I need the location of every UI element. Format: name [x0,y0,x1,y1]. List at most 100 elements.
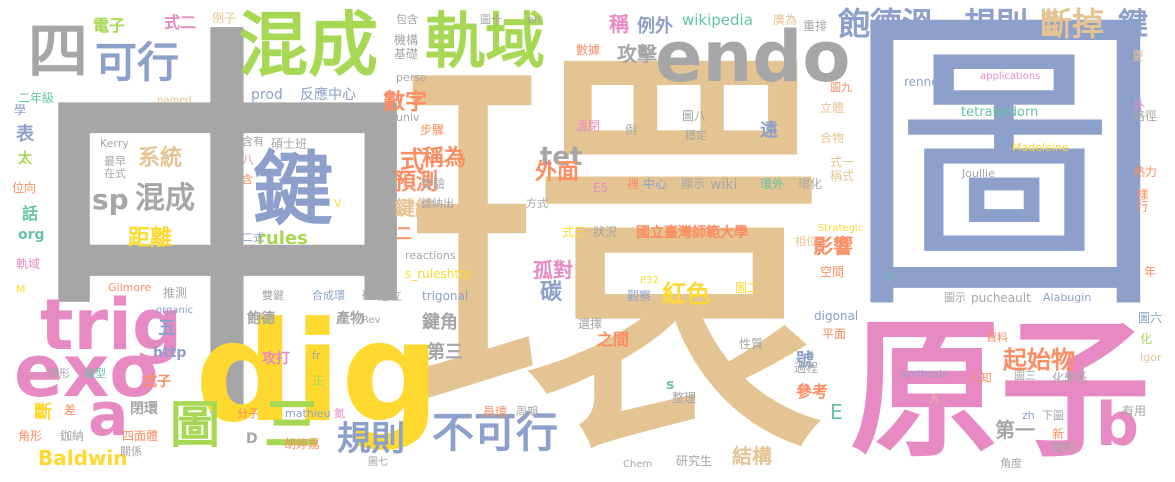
cloud-word: s [666,377,675,393]
cloud-word: 二 [396,224,413,243]
cloud-word: 攻擊 [617,42,657,66]
cloud-word: org [18,227,45,243]
cloud-word: 平面 [822,327,847,341]
cloud-word: 混成 [135,181,195,216]
cloud-word: 例子 [212,11,237,25]
cloud-word: 表 [16,124,34,145]
cloud-word: 三 [264,393,320,458]
cloud-word: 資料 [986,331,1008,344]
cloud-word: 胡婷嘉 [284,437,321,451]
cloud-word: 溫閉 [576,119,601,133]
cloud-word: 選擇 [578,317,603,331]
cloud-word: 步驟 [420,123,445,137]
cloud-word: organic [156,305,194,316]
cloud-word: 重排 [803,19,828,33]
cloud-word: 式二 [164,13,197,32]
cloud-word: applications [980,71,1041,82]
cloud-word: 更 [1132,49,1145,63]
cloud-word: 雙鍵 [262,289,284,302]
cloud-word: 飽德溫 [838,5,935,43]
cloud-word: 九 [930,395,940,405]
cloud-word: reactions [405,249,456,262]
cloud-word: F [888,271,895,285]
cloud-word: pucheault [971,291,1031,305]
cloud-word: Igor [1140,351,1162,364]
cloud-word: 樣行 [1135,188,1149,212]
cloud-word: s_ruleshttp [405,267,472,281]
cloud-word: 圖九 [830,81,852,94]
cloud-word: 鍵 [1118,7,1148,42]
cloud-word: 位向 [12,181,37,195]
cloud-word: 方式 [526,197,548,210]
cloud-word: perso [396,71,427,84]
cloud-word: Gilmore [108,281,152,294]
cloud-word: sp [92,183,129,216]
cloud-word: 角度 [1000,457,1022,470]
cloud-word: 溫 [356,351,369,365]
cloud-word: 電子 [93,16,126,35]
cloud-word: 國立臺灣師範大學 [636,225,748,241]
cloud-word: Rev [362,315,381,326]
cloud-word: 最早 [104,155,126,168]
cloud-word: zh [1022,409,1035,422]
cloud-word: 圖 [844,0,1166,353]
cloud-word: wiki [710,177,738,193]
cloud-word: 第一 [995,418,1035,442]
cloud-word: 軌域 [425,7,545,77]
cloud-word: rules [257,228,308,249]
cloud-word: 軌域 [16,257,41,271]
cloud-word: tetrahedorn [961,105,1039,120]
cloud-word: 在式 [104,167,126,180]
cloud-word: 不可行 [432,408,559,457]
cloud-word: P32 [640,275,659,286]
cloud-word: 建立 [378,289,403,303]
cloud-word: 年 [1144,265,1157,279]
cloud-word: 環 [395,7,835,482]
cloud-word: 熱力 [1133,165,1158,179]
cloud-word: 角形 [18,429,43,443]
cloud-word: 實例 [1052,441,1074,454]
cloud-word: 環形 [48,367,70,380]
cloud-word: 狀況 [593,225,618,239]
cloud-word: 鉫納 [60,429,85,443]
cloud-word: 外 [1133,99,1146,113]
cloud-word: http [153,345,187,361]
cloud-word: 分子 [237,407,259,420]
cloud-word: 下圖 [1042,409,1064,422]
cloud-word: 二年級 [18,91,55,105]
cloud-word: Baldwin [38,446,128,470]
cloud-word: 遠 [760,120,778,141]
cloud-word: 硫 [362,289,373,302]
cloud-word: 鍵結 [395,196,435,220]
cloud-word: dig [195,292,440,453]
cloud-word: named [157,95,192,106]
cloud-word: 式子 [143,374,171,390]
cloud-word: 攻打 [262,351,290,367]
cloud-word: 正 [312,374,325,388]
cloud-word: 新 [1052,427,1065,441]
cloud-word: 規則 [964,5,1029,43]
cloud-word: 人知 [968,371,993,385]
cloud-word: 相位 [795,235,817,248]
cloud-word: 太多 [76,113,101,127]
cloud-word: endo [655,16,851,98]
cloud-word: 圖示 [944,291,966,304]
cloud-word: tet [540,142,583,172]
cloud-word: M [16,283,26,296]
cloud-word: 紅色 [662,280,710,308]
cloud-word: trig [40,284,183,366]
cloud-word: 例外 [637,16,673,37]
cloud-word: b [1096,390,1139,460]
cloud-word: 裡 [627,177,640,191]
cloud-word: 鍵角 [422,312,458,333]
cloud-word: 飽德 [247,311,275,327]
cloud-word: 閉環 [130,401,158,417]
cloud-word: 原子 [850,304,1151,478]
cloud-word: 圖六 [1138,311,1163,325]
cloud-word: 線型 [84,367,106,380]
cloud-word: 斷 [34,402,52,423]
cloud-word: 含 [242,173,253,186]
cloud-word: E5 [593,181,609,195]
cloud-word: 反應中心 [300,87,356,103]
